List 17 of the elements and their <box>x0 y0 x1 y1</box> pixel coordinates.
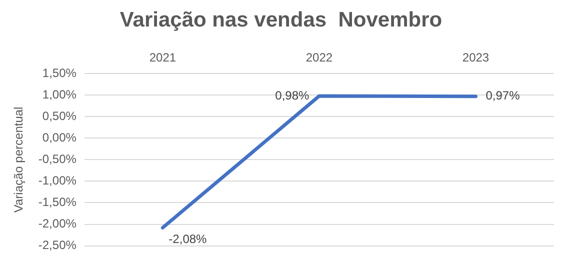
y-tick-label: 1,50% <box>42 66 77 80</box>
data-label: 0,97% <box>486 88 520 103</box>
x-tick-label: 2022 <box>306 50 333 65</box>
chart-title: Variação nas vendas Novembro <box>120 8 442 32</box>
y-tick-label: 0,00% <box>42 130 77 144</box>
data-label: 0,98% <box>275 88 310 102</box>
y-axis-title: Variação percentual <box>12 106 26 213</box>
x-tick-label: 2021 <box>149 50 176 65</box>
y-tick-label: -1,00% <box>38 174 77 188</box>
y-tick-label: -2,50% <box>38 238 77 252</box>
x-tick-label: 2023 <box>462 50 490 65</box>
y-tick-label: -2,00% <box>38 216 77 231</box>
y-tick-label: -0,50% <box>38 152 77 166</box>
y-tick-label: -1,50% <box>38 195 77 210</box>
y-tick-label: 1,00% <box>42 87 77 102</box>
y-tick-label: 0,50% <box>42 108 77 123</box>
data-label: -2,08% <box>168 232 208 246</box>
